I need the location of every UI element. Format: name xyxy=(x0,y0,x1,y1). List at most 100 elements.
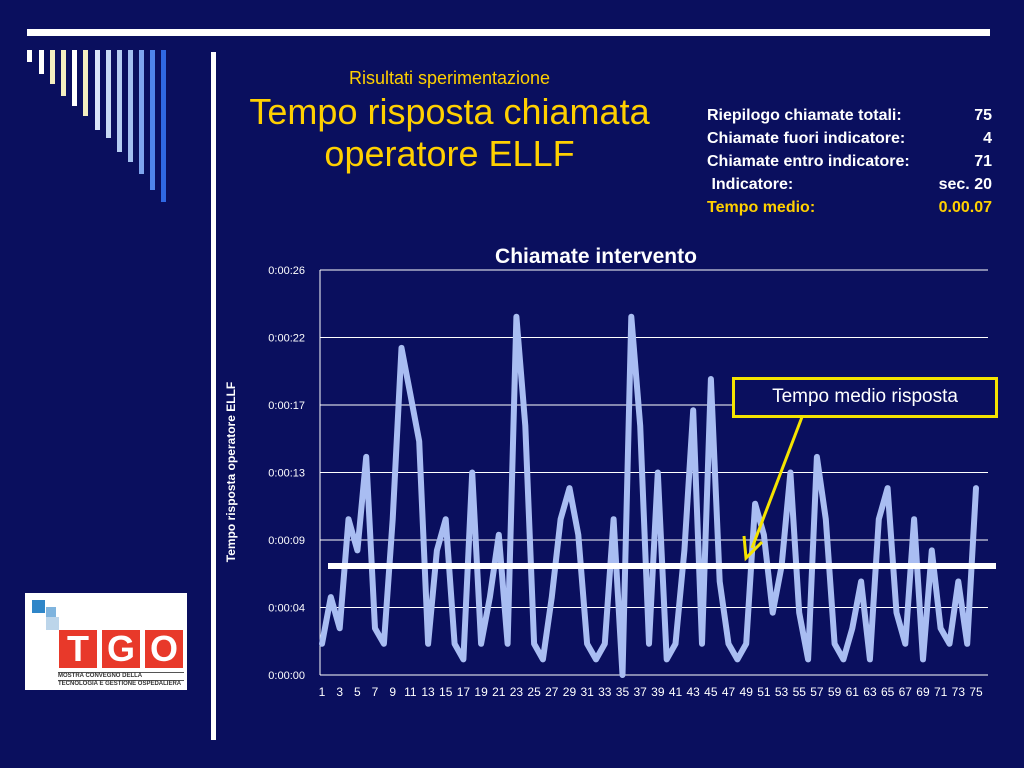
callout-arrow xyxy=(742,416,804,562)
decorative-bar xyxy=(39,50,44,74)
summary-value: 4 xyxy=(983,130,992,147)
x-tick-label: 15 xyxy=(439,685,453,699)
decorative-bar xyxy=(161,50,166,202)
summary-value: 75 xyxy=(974,107,992,124)
logo-letter: T xyxy=(59,630,97,668)
x-tick-label: 9 xyxy=(389,685,396,699)
x-tick-label: 11 xyxy=(404,685,417,699)
x-tick-label: 1 xyxy=(319,685,326,699)
x-tick-label: 59 xyxy=(828,685,842,699)
arrow-shaft xyxy=(750,416,804,549)
tgo-logo: T G O MOSTRA CONVEGNO DELLA TECNOLOGIA E… xyxy=(25,593,187,690)
logo-caption-line: TECNOLOGIA E GESTIONE OSPEDALIERA xyxy=(58,680,184,688)
x-tick-label: 29 xyxy=(563,685,577,699)
logo-caption: MOSTRA CONVEGNO DELLA TECNOLOGIA E GESTI… xyxy=(58,672,184,688)
vertical-rule xyxy=(211,52,216,740)
decorative-bar xyxy=(117,50,122,152)
y-tick-label: 0:00:09 xyxy=(268,535,305,547)
summary-value: 71 xyxy=(974,153,992,170)
decorative-bar xyxy=(27,50,32,62)
decorative-bar xyxy=(150,50,155,190)
x-tick-label: 3 xyxy=(336,685,343,699)
y-axis-label: Tempo risposta operatore ELLF xyxy=(224,382,238,562)
series-polyline xyxy=(319,313,979,678)
decorative-bar xyxy=(139,50,144,174)
arrow-head xyxy=(742,535,764,562)
x-tick-label: 7 xyxy=(372,685,379,699)
summary-label: Chiamate fuori indicatore: xyxy=(707,130,906,147)
x-tick-label: 13 xyxy=(421,685,435,699)
x-tick-label: 5 xyxy=(354,685,361,699)
summary-box: Riepilogo chiamate totali: 75 Chiamate f… xyxy=(707,104,992,219)
y-tick-label: 0:00:17 xyxy=(268,400,305,412)
slide-title-line1: Tempo risposta chiamata xyxy=(249,91,650,132)
y-tick-label: 0:00:04 xyxy=(268,603,305,615)
decorative-bar xyxy=(72,50,77,106)
summary-row-average: Tempo medio: 0.00.07 xyxy=(707,196,992,219)
title-area: Risultati sperimentazione Tempo risposta… xyxy=(222,66,677,174)
x-tick-label: 27 xyxy=(545,685,559,699)
y-tick-label: 0:00:26 xyxy=(268,265,305,277)
x-tick-label: 41 xyxy=(669,685,683,699)
x-tick-label: 75 xyxy=(969,685,983,699)
x-tick-label: 55 xyxy=(793,685,807,699)
y-tick-label: 0:00:13 xyxy=(268,468,305,480)
x-tick-label: 57 xyxy=(810,685,824,699)
summary-label: Indicatore: xyxy=(707,176,794,193)
summary-row-within: Chiamate entro indicatore: 71 xyxy=(707,150,992,173)
summary-row-indicator: Indicatore: sec. 20 xyxy=(707,173,992,196)
logo-caption-line: MOSTRA CONVEGNO DELLA xyxy=(58,672,184,680)
logo-square xyxy=(46,607,56,617)
x-tick-label: 43 xyxy=(687,685,701,699)
x-tick-label: 17 xyxy=(457,685,471,699)
x-tick-label: 45 xyxy=(704,685,718,699)
chart-title: Chiamate intervento xyxy=(495,245,697,268)
summary-label: Tempo medio: xyxy=(707,199,816,216)
decorative-bar xyxy=(83,50,88,116)
summary-row-total: Riepilogo chiamate totali: 75 xyxy=(707,104,992,127)
decorative-bar xyxy=(50,50,55,84)
x-tick-label: 21 xyxy=(492,685,506,699)
x-tick-label: 61 xyxy=(846,685,860,699)
logo-square xyxy=(46,617,59,630)
x-tick-label: 23 xyxy=(510,685,524,699)
summary-value: sec. 20 xyxy=(938,176,992,193)
x-tick-label: 69 xyxy=(916,685,930,699)
y-tick-label: 0:00:22 xyxy=(268,332,305,344)
x-tick-label: 31 xyxy=(580,685,594,699)
slide-title-line2: operatore ELLF xyxy=(324,133,575,174)
x-tick-label: 35 xyxy=(616,685,630,699)
mean-callout: Tempo medio risposta xyxy=(732,377,998,418)
summary-row-outside: Chiamate fuori indicatore: 4 xyxy=(707,127,992,150)
y-tick-labels: 0:00:00 0:00:04 0:00:09 0:00:13 0:00:17 0:00:… xyxy=(268,265,305,682)
x-tick-label: 53 xyxy=(775,685,789,699)
logo-letter: O xyxy=(145,630,183,668)
series-line xyxy=(319,313,979,678)
logo-square xyxy=(32,600,45,613)
y-tick-label: 0:00:00 xyxy=(268,670,305,682)
summary-label: Riepilogo chiamate totali: xyxy=(707,107,902,124)
decorative-bar xyxy=(128,50,133,162)
x-tick-label: 33 xyxy=(598,685,612,699)
decorative-bar xyxy=(95,50,100,130)
x-tick-labels: 1 3 5 7 9 11 13 15 17 19 21 23 25 27 29 31 33 35 37 39 41 43 4… xyxy=(319,685,983,699)
x-tick-label: 49 xyxy=(740,685,754,699)
summary-value: 0.00.07 xyxy=(938,199,992,216)
x-tick-label: 71 xyxy=(934,685,948,699)
decorative-bar xyxy=(61,50,66,96)
x-tick-label: 47 xyxy=(722,685,736,699)
x-tick-label: 67 xyxy=(899,685,913,699)
x-tick-label: 73 xyxy=(952,685,966,699)
slide-subtitle: Risultati sperimentazione xyxy=(348,68,551,88)
summary-label: Chiamate entro indicatore: xyxy=(707,153,910,170)
logo-letter: G xyxy=(102,630,140,668)
x-tick-label: 63 xyxy=(863,685,877,699)
x-tick-label: 37 xyxy=(633,685,647,699)
x-tick-label: 19 xyxy=(474,685,488,699)
x-tick-label: 51 xyxy=(757,685,771,699)
decorative-bar xyxy=(106,50,111,138)
x-tick-label: 25 xyxy=(527,685,541,699)
x-tick-label: 39 xyxy=(651,685,665,699)
x-tick-label: 65 xyxy=(881,685,895,699)
